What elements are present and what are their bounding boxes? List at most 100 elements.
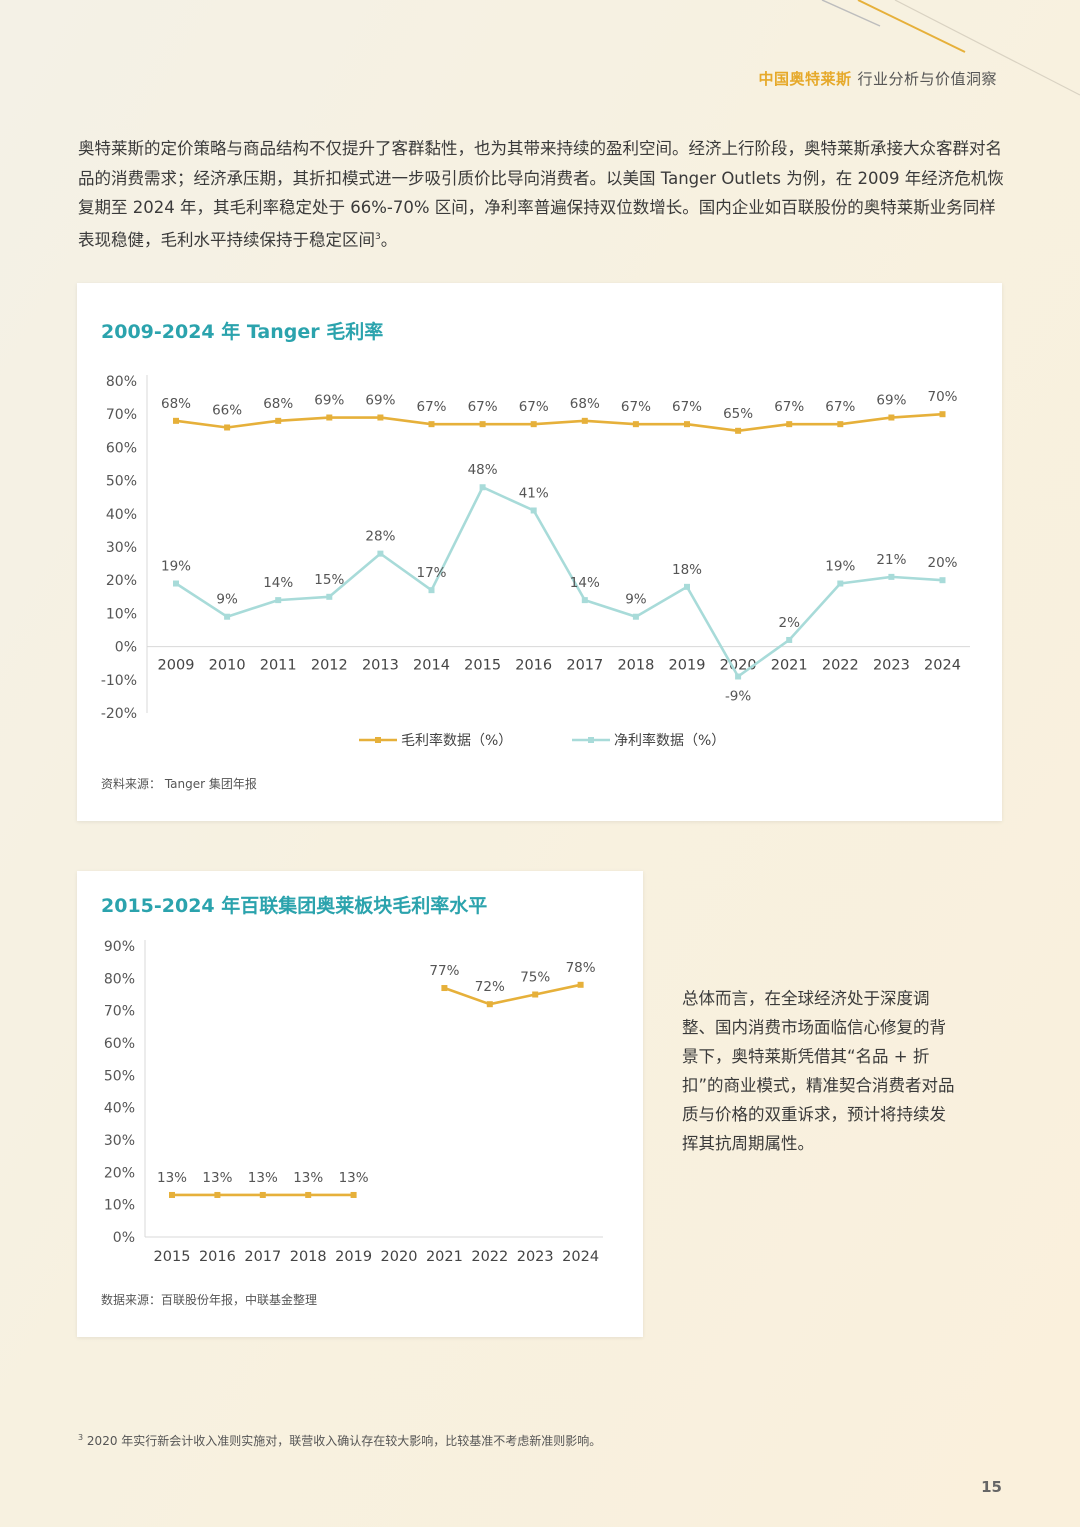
legend-marker [375,737,381,743]
data-label: 13% [339,1170,369,1186]
data-point [479,421,486,428]
data-point [577,981,584,988]
data-label: 65% [723,406,753,422]
bailian-margin-chart: 90% 80% 70% 60% 50% 40% 30% 20% 10% 0% 2015 2016 201… [104,939,603,1265]
data-label: 70% [927,389,957,405]
x-tick-label: 2019 [669,658,706,674]
page-header: 中国奥特莱斯 行业分析与价值洞察 [758,68,997,89]
chart-title: 2009-2024 年 Tanger 毛利率 [101,321,384,343]
y-tick-label: 20% [104,1165,135,1181]
series-line [175,485,943,678]
data-point [224,613,231,620]
data-point [428,421,435,428]
data-point [173,580,179,587]
data-label: 21% [876,552,906,568]
y-tick-label: 80% [104,971,135,987]
data-point [224,424,231,431]
x-tick-label: 2020 [381,1249,418,1265]
data-label: 67% [416,399,446,415]
data-point [735,673,742,680]
data-label: 19% [825,559,855,575]
x-tick-label: 2013 [362,658,399,674]
x-tick-label: 2016 [199,1249,236,1265]
data-label: 14% [263,575,293,591]
data-point [581,597,588,604]
header-subtitle: 行业分析与价值洞察 [857,70,997,88]
y-tick-label: 20% [106,573,137,589]
data-point [888,573,895,580]
y-tick-label: 70% [106,407,137,423]
data-label: 75% [520,970,550,986]
intro-paragraph: 奥特莱斯的定价策略与商品结构不仅提升了客群黏性，也为其带来持续的盈利空间。经济上… [78,134,1006,255]
data-label: 20% [927,555,957,571]
data-label: 15% [314,572,344,588]
data-point [479,484,486,491]
data-point [530,507,537,514]
data-label: 17% [416,565,446,581]
data-label: 68% [570,396,600,412]
x-tick-label: 2009 [158,658,195,674]
data-point [214,1191,221,1198]
chart-source: 数据来源：百联股份年报，中联基金整理 [101,1293,318,1307]
data-point [428,587,435,594]
x-tick-label: 2020 [720,658,757,674]
data-label: 2% [778,615,800,631]
data-point [684,421,690,428]
data-point [888,414,895,421]
data-label: 67% [672,399,702,415]
bailian-chart-card: 2015-2024 年百联集团奥莱板块毛利率水平 90% 80% 70% 60% 50%… [77,871,643,1337]
y-tick-label: 60% [106,440,137,456]
y-tick-label: 50% [106,474,137,490]
data-label: 68% [263,396,293,412]
data-label: 67% [468,399,498,415]
data-point [326,414,333,421]
data-label: 48% [468,462,498,478]
x-tick-label: 2024 [924,658,961,674]
data-point [532,991,539,998]
x-tick-label: 2022 [471,1249,508,1265]
data-point [173,417,179,424]
x-tick-label: 2021 [426,1249,463,1265]
legend-label: 净利率数据（%） [614,732,725,749]
x-tick-label: 2012 [311,658,348,674]
data-point [786,421,793,428]
x-tick-label: 2016 [515,658,552,674]
chart-source: 资料来源： Tanger 集团年报 [101,777,257,791]
footnote: 3 2020 年实行新会计收入准则实施对，联营收入确认存在较大影响，比较基准不考… [78,1432,601,1449]
data-point [735,427,742,434]
data-label: 13% [157,1170,187,1186]
y-tick-label: -10% [101,673,137,689]
data-label: 41% [519,485,549,501]
legend-label: 毛利率数据（%） [401,732,512,749]
tanger-margin-chart: 80% 70% 60% 50% 40% 30% 20% 10% 0% -10% -20% 2009 20… [101,374,970,749]
data-label: 13% [293,1170,323,1186]
data-point [169,1191,175,1198]
data-label: 18% [672,562,702,578]
data-point [837,580,844,587]
data-label: 78% [566,960,596,976]
x-tick-label: 2023 [517,1249,554,1265]
y-tick-label: 70% [104,1004,135,1020]
x-tick-label: 2017 [566,658,603,674]
data-point [259,1191,266,1198]
data-label: 13% [202,1170,232,1186]
y-tick-label: 60% [104,1036,135,1052]
intro-text: 奥特莱斯的定价策略与商品结构不仅提升了客群黏性，也为其带来持续的盈利空间。经济上… [78,139,1004,249]
footnote-text: 2020 年实行新会计收入准则实施对，联营收入确认存在较大影响，比较基准不考虑新… [86,1434,602,1448]
data-point [939,411,946,418]
data-label: 66% [212,402,242,418]
y-tick-label: 40% [106,507,137,523]
series-line [443,983,581,1006]
legend-marker [588,737,594,743]
x-tick-label: 2017 [244,1249,281,1265]
chart-title: 2015-2024 年百联集团奥莱板块毛利率水平 [101,895,488,917]
y-tick-label: -20% [101,706,137,722]
data-point [350,1191,357,1198]
data-label: 28% [365,529,395,545]
x-tick-label: 2015 [464,658,501,674]
y-tick-label: 10% [104,1198,135,1214]
data-label: 19% [161,559,191,575]
x-tick-label: 2022 [822,658,859,674]
y-tick-label: 50% [104,1068,135,1084]
x-tick-label: 2018 [617,658,654,674]
